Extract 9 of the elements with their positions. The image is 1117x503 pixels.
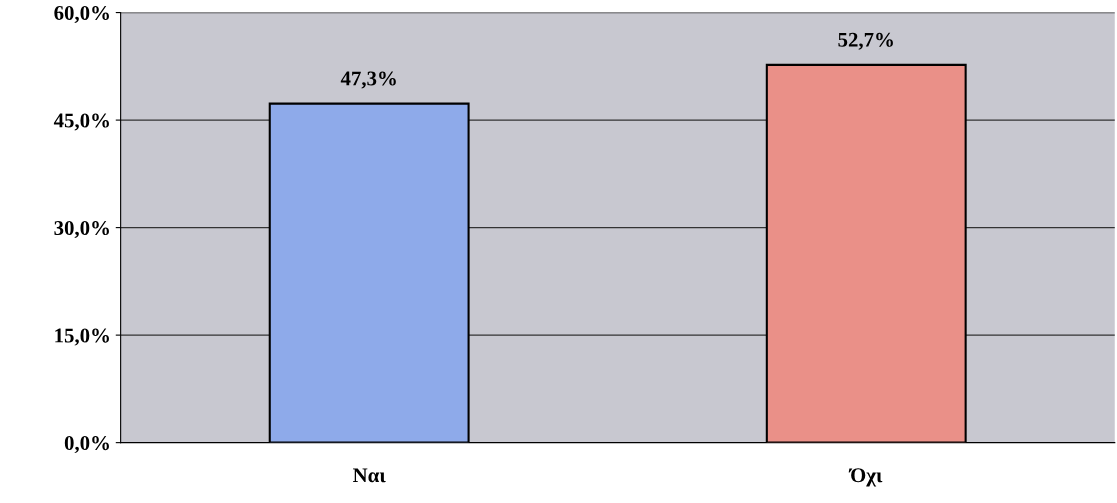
y-tick-label: 60,0% [54, 5, 109, 24]
x-tick-label: Ναι [353, 468, 386, 483]
data-label: 47,3% [340, 71, 396, 89]
data-label: 52,7% [838, 32, 893, 50]
y-tick-label: 15,0% [55, 328, 109, 346]
x-tick-label: Όχι [848, 468, 883, 487]
y-tick-label: 45,0% [53, 113, 109, 131]
y-tick-label: 0,0% [64, 436, 109, 454]
y-tick-label: 30,0% [54, 220, 109, 239]
